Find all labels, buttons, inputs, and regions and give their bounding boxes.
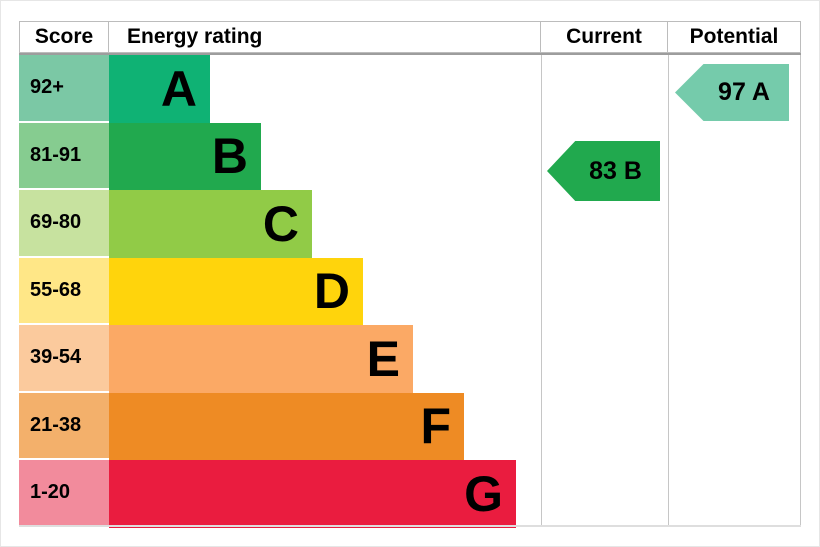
score-range-e: 39-54: [19, 325, 109, 393]
table-right-border: [800, 55, 801, 525]
score-range-c: 69-80: [19, 190, 109, 258]
rating-bar-g: G: [109, 460, 516, 528]
table-bottom-border: [19, 525, 801, 527]
potential-rating-arrow: 97 A: [675, 64, 789, 121]
band-row-g: 1-20 G: [19, 460, 801, 528]
rating-bar-c: C: [109, 190, 312, 258]
header-potential: Potential: [668, 21, 801, 53]
current-rating-label: 83 B: [589, 156, 642, 185]
band-row-e: 39-54 E: [19, 325, 801, 393]
header-score: Score: [19, 21, 109, 53]
score-range-a: 92+: [19, 55, 109, 123]
column-divider-potential: [668, 55, 669, 525]
column-divider-current: [541, 55, 542, 525]
band-row-c: 69-80 C: [19, 190, 801, 258]
header-current: Current: [541, 21, 668, 53]
score-range-d: 55-68: [19, 257, 109, 325]
score-range-g: 1-20: [19, 460, 109, 528]
header-energy-rating: Energy rating: [109, 21, 541, 53]
rating-bar-a: A: [109, 55, 210, 123]
band-row-b: 81-91 B: [19, 122, 801, 190]
header-row: Score Energy rating Current Potential: [19, 21, 801, 55]
band-rows: 92+ A 81-91 B 69-80 C 55-68 D 39-54 E 21…: [19, 55, 801, 528]
band-row-a: 92+ A: [19, 55, 801, 123]
rating-bar-d: D: [109, 257, 363, 325]
score-range-b: 81-91: [19, 122, 109, 190]
rating-bar-f: F: [109, 392, 464, 460]
rating-bar-e: E: [109, 325, 413, 393]
rating-bar-b: B: [109, 122, 261, 190]
potential-rating-label: 97 A: [718, 78, 770, 106]
band-row-f: 21-38 F: [19, 392, 801, 460]
band-row-d: 55-68 D: [19, 257, 801, 325]
chart-table: Score Energy rating Current Potential 92…: [19, 21, 801, 528]
score-range-f: 21-38: [19, 392, 109, 460]
